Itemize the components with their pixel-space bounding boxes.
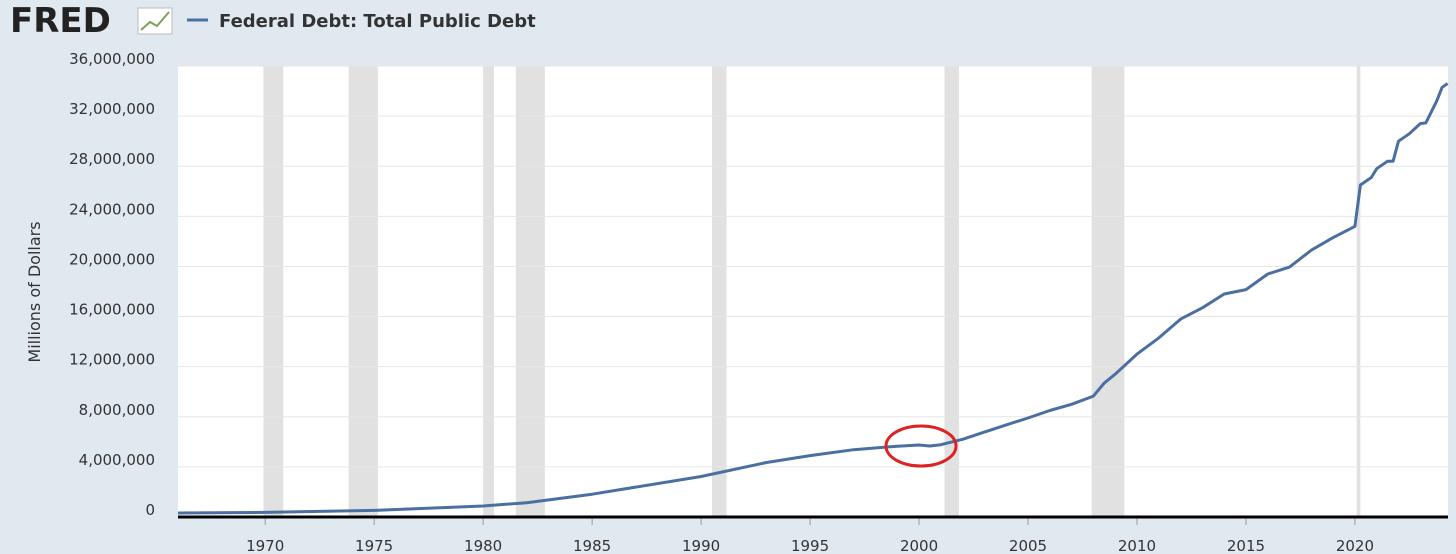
recession-band (515, 66, 545, 517)
y-tick-label: 4,000,000 (79, 451, 155, 469)
x-tick-label: 2010 (1118, 537, 1156, 554)
logo: FRED (10, 1, 111, 41)
y-tick-label: 28,000,000 (69, 150, 155, 168)
x-tick-label: 1990 (682, 537, 720, 554)
x-tick-label: 2015 (1227, 537, 1265, 554)
data-line (177, 82, 1449, 515)
x-tick-label: 2000 (900, 537, 938, 554)
recession-band (711, 66, 727, 517)
recession-band (348, 66, 378, 517)
x-tick-label: 1985 (573, 537, 611, 554)
x-tick-label: 1980 (464, 537, 502, 554)
y-tick-label: 12,000,000 (69, 351, 155, 369)
y-tick-label: 36,000,000 (69, 50, 155, 68)
recession-band (1356, 66, 1361, 517)
y-axis-label: Millions of Dollars (25, 221, 44, 362)
x-tick-label: 1970 (246, 537, 284, 554)
recession-band (483, 66, 495, 517)
y-tick-label: 16,000,000 (69, 301, 155, 319)
y-tick-label: 20,000,000 (69, 250, 155, 268)
annotation-circle (884, 424, 958, 468)
y-tick-label: 24,000,000 (69, 200, 155, 218)
y-tick-label: 8,000,000 (79, 401, 155, 419)
y-tick-label: 32,000,000 (69, 100, 155, 118)
x-tick-label: 1975 (355, 537, 393, 554)
recession-band (944, 66, 959, 517)
x-tick-label: 2020 (1336, 537, 1374, 554)
logo-icon (137, 7, 173, 35)
recession-band (1091, 66, 1125, 517)
x-tick-label: 1995 (791, 537, 829, 554)
x-tick-label: 2005 (1009, 537, 1047, 554)
legend-label: Federal Debt: Total Public Debt (219, 11, 536, 32)
y-tick-label: 0 (145, 501, 155, 519)
recession-band (263, 66, 284, 517)
